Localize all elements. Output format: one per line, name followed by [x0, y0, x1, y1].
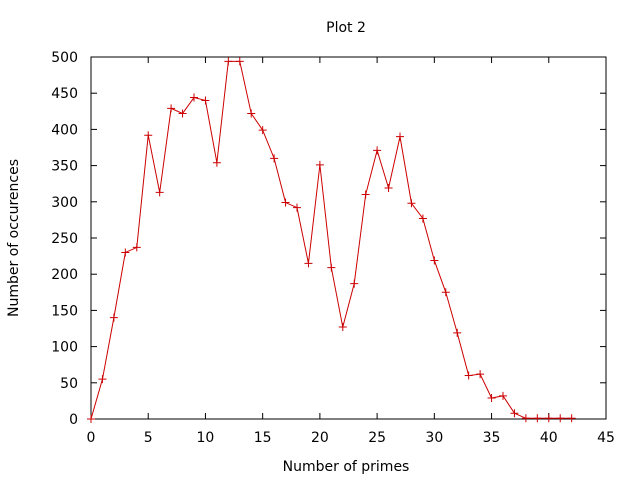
x-tick-label: 40 [540, 430, 558, 446]
x-tick-label: 35 [483, 430, 501, 446]
x-tick-label: 20 [311, 430, 329, 446]
data-point [167, 104, 176, 113]
series-layer [87, 57, 576, 423]
data-point [327, 263, 336, 272]
y-tick-label: 50 [60, 376, 78, 392]
data-point [270, 154, 279, 163]
y-tick-label: 400 [51, 122, 78, 138]
data-point [453, 328, 462, 337]
x-axis-label: Number of primes [283, 459, 410, 475]
x-tick-label: 25 [368, 430, 386, 446]
x-tick-label: 10 [197, 430, 215, 446]
data-point [155, 188, 164, 197]
data-point [201, 96, 210, 105]
data-point [407, 199, 416, 208]
data-point [258, 126, 267, 135]
data-point [281, 198, 290, 207]
series-line [90, 60, 572, 420]
data-point [121, 248, 130, 257]
x-tick-label: 5 [144, 430, 153, 446]
y-tick-label: 500 [51, 50, 78, 66]
data-point [556, 414, 565, 423]
x-tick-label: 45 [597, 430, 615, 446]
data-point [247, 109, 256, 118]
data-point [430, 256, 439, 265]
data-point [384, 184, 393, 193]
data-point [87, 415, 95, 423]
y-tick-label: 150 [51, 303, 78, 319]
x-tick-label: 30 [425, 430, 443, 446]
data-point [224, 57, 233, 66]
data-point [510, 409, 519, 418]
y-tick-label: 100 [51, 340, 78, 356]
y-tick-label: 300 [51, 195, 78, 211]
y-tick-label: 350 [51, 159, 78, 175]
data-point [190, 93, 198, 102]
data-point [361, 190, 370, 199]
data-point [350, 279, 359, 288]
data-point [144, 131, 153, 140]
data-point [315, 160, 324, 169]
data-point [487, 394, 496, 403]
data-point [533, 414, 542, 423]
data-point [396, 132, 404, 141]
data-point [235, 57, 244, 66]
data-point [441, 288, 450, 297]
data-point [212, 158, 221, 167]
y-tick-label: 0 [69, 412, 78, 428]
data-point [476, 370, 485, 379]
data-point [304, 259, 313, 268]
y-tick-label: 200 [51, 267, 78, 283]
data-point [567, 414, 576, 423]
y-axis-ticks: 0 50 100 150 200 250 300 350 400 450 500 [51, 50, 606, 428]
data-point [293, 203, 301, 212]
data-point [373, 146, 382, 155]
data-point [499, 391, 507, 400]
y-tick-label: 450 [51, 86, 78, 102]
plot-frame [90, 56, 607, 420]
data-point [338, 323, 347, 332]
x-axis-ticks: 0 5 10 15 20 25 30 35 40 45 [87, 57, 615, 446]
y-axis-label: Number of occurences [6, 159, 22, 317]
y-tick-label: 250 [51, 231, 78, 247]
data-point [109, 313, 118, 322]
chart-title: Plot 2 [326, 20, 366, 36]
data-point [132, 243, 141, 252]
data-point [98, 375, 107, 384]
x-tick-label: 15 [254, 430, 272, 446]
x-tick-label: 0 [87, 430, 96, 446]
data-point [521, 414, 530, 423]
data-point [418, 214, 427, 223]
data-point [544, 414, 553, 423]
data-point [178, 109, 187, 118]
data-point [464, 371, 473, 380]
